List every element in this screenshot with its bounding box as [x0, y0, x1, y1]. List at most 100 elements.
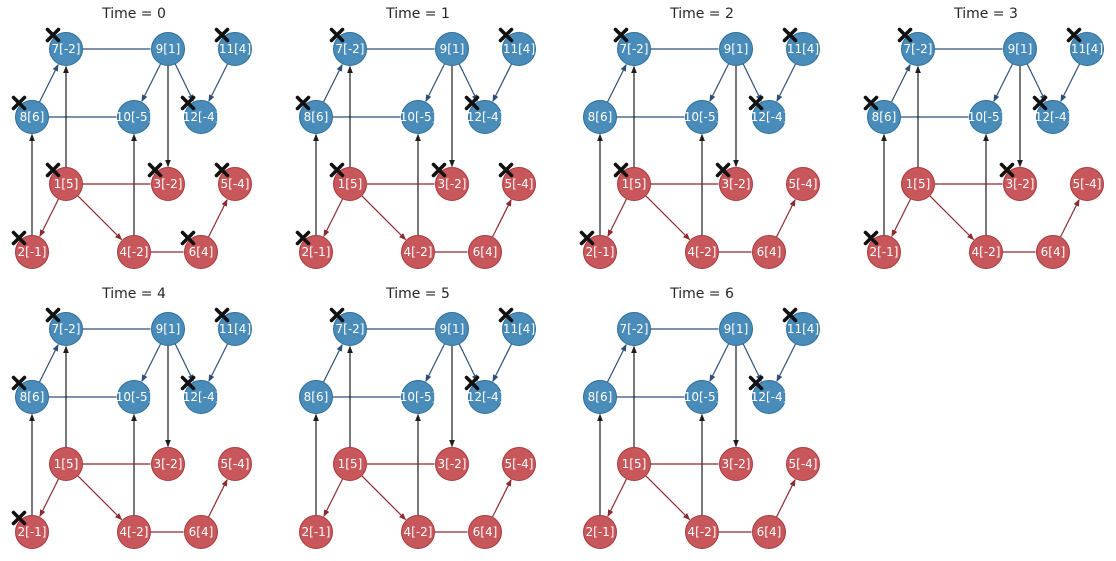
node-label: 4[-2] — [120, 525, 149, 539]
edges — [597, 48, 797, 253]
node-circle — [117, 100, 151, 134]
node-label: 10[-5] — [400, 110, 437, 124]
node-circle — [685, 380, 719, 414]
node-8: 8[6] — [583, 380, 617, 414]
node-10: 10[-5] — [116, 100, 152, 134]
node-circle — [786, 447, 820, 481]
node-label: 8[6] — [304, 390, 329, 404]
node-label: 1[5] — [54, 457, 79, 471]
node-label: 9[1] — [724, 42, 749, 56]
node-3: 3[-2] — [435, 167, 469, 201]
node-label: 11[4] — [1071, 42, 1103, 56]
marker-x-icon-node-12 — [748, 375, 764, 391]
node-8: 8[6] — [299, 380, 333, 414]
marker-x-icon-node-2 — [295, 230, 311, 246]
markers — [11, 307, 230, 526]
node-label: 11[4] — [503, 42, 535, 56]
marker-x-icon-node-12 — [180, 375, 196, 391]
edge-9-12 — [174, 343, 194, 382]
marker-x-icon-node-3 — [999, 162, 1015, 178]
markers — [11, 27, 230, 246]
markers — [579, 27, 798, 246]
node-9: 9[1] — [719, 312, 753, 346]
node-circle — [299, 380, 333, 414]
node-label: 10[-5] — [400, 390, 437, 404]
panel-title: Time = 0 — [101, 6, 166, 22]
node-9: 9[1] — [435, 312, 469, 346]
edge-6-5 — [775, 199, 796, 238]
node-circle — [299, 515, 333, 549]
marker-x-icon-node-12 — [1032, 95, 1048, 111]
node-circle — [435, 447, 469, 481]
node-circle — [786, 167, 820, 201]
node-circle — [752, 515, 786, 549]
marker-x-icon-node-11 — [782, 307, 798, 323]
panel-time-4: Time = 4 1[5] 2[-1] 3[-2] 4[-2] 5[-4] 6[4] 7[-2… — [11, 286, 252, 549]
marker-x-icon-node-7 — [329, 27, 345, 43]
marker-x-icon-node-11 — [782, 27, 798, 43]
node-label: 7[-2] — [336, 42, 365, 56]
edge-1-4 — [645, 475, 691, 521]
node-label: 10[-5] — [968, 110, 1005, 124]
panel-time-6: Time = 6 1[5] 2[-1] 3[-2] 4[-2] 5[-4] 6[4] 7[-2… — [583, 286, 820, 549]
node-label: 6[4] — [757, 245, 782, 259]
edge-11-12 — [1060, 63, 1081, 102]
node-label: 8[6] — [588, 110, 613, 124]
node-label: 1[5] — [338, 457, 363, 471]
edge-9-12 — [742, 63, 762, 102]
node-label: 11[4] — [787, 42, 819, 56]
node-10: 10[-5] — [968, 100, 1005, 134]
node-circle — [401, 380, 435, 414]
marker-x-icon-node-11 — [1066, 27, 1082, 43]
edge-1-2 — [323, 198, 344, 237]
node-12: 12[-4] — [183, 380, 219, 414]
node-5: 5[-4] — [786, 167, 820, 201]
node-label: 12[-4] — [751, 390, 788, 404]
node-label: 5[-4] — [505, 457, 534, 471]
node-label: 12[-4] — [1035, 110, 1072, 124]
node-label: 6[4] — [757, 525, 782, 539]
node-5: 5[-4] — [786, 447, 820, 481]
node-label: 12[-4] — [467, 390, 504, 404]
marker-x-icon-node-5 — [214, 162, 230, 178]
node-label: 1[5] — [338, 177, 363, 191]
node-6: 6[4] — [752, 235, 786, 269]
node-label: 5[-4] — [1073, 177, 1102, 191]
node-circle — [1070, 167, 1104, 201]
node-circle — [617, 312, 651, 346]
marker-x-icon-node-2 — [863, 230, 879, 246]
edge-1-2 — [891, 198, 912, 237]
node-8: 8[6] — [583, 100, 617, 134]
edge-9-10 — [709, 63, 730, 102]
node-10: 10[-5] — [684, 100, 720, 134]
marker-x-icon-node-11 — [498, 307, 514, 323]
node-6: 6[4] — [468, 515, 502, 549]
node-circle — [117, 515, 151, 549]
node-circle — [218, 447, 252, 481]
node-label: 3[-2] — [438, 457, 467, 471]
edge-9-10 — [141, 343, 162, 382]
edge-1-4 — [77, 475, 123, 521]
node-10: 10[-5] — [684, 380, 720, 414]
node-circle — [184, 515, 218, 549]
marker-x-icon-node-7 — [897, 27, 913, 43]
node-label: 11[4] — [219, 322, 251, 336]
edge-1-2 — [39, 478, 60, 517]
marker-x-icon-node-7 — [45, 307, 61, 323]
node-4: 4[-2] — [117, 235, 151, 269]
node-label: 2[-1] — [18, 245, 47, 259]
edge-6-5 — [207, 199, 228, 238]
edges — [29, 48, 229, 253]
edge-11-12 — [492, 343, 513, 382]
marker-x-icon-node-3 — [715, 162, 731, 178]
panel-time-1: Time = 1 1[5] 2[-1] 3[-2] 4[-2] 5[-4] 6[4] 7[-2… — [295, 6, 536, 269]
edge-1-4 — [645, 195, 691, 241]
panel-title: Time = 6 — [669, 286, 734, 302]
node-label: 2[-1] — [18, 525, 47, 539]
node-label: 9[1] — [724, 322, 749, 336]
node-9: 9[1] — [435, 32, 469, 66]
edge-1-2 — [323, 478, 344, 517]
marker-x-icon-node-12 — [748, 95, 764, 111]
marker-x-icon-node-2 — [579, 230, 595, 246]
node-2: 2[-1] — [583, 515, 617, 549]
